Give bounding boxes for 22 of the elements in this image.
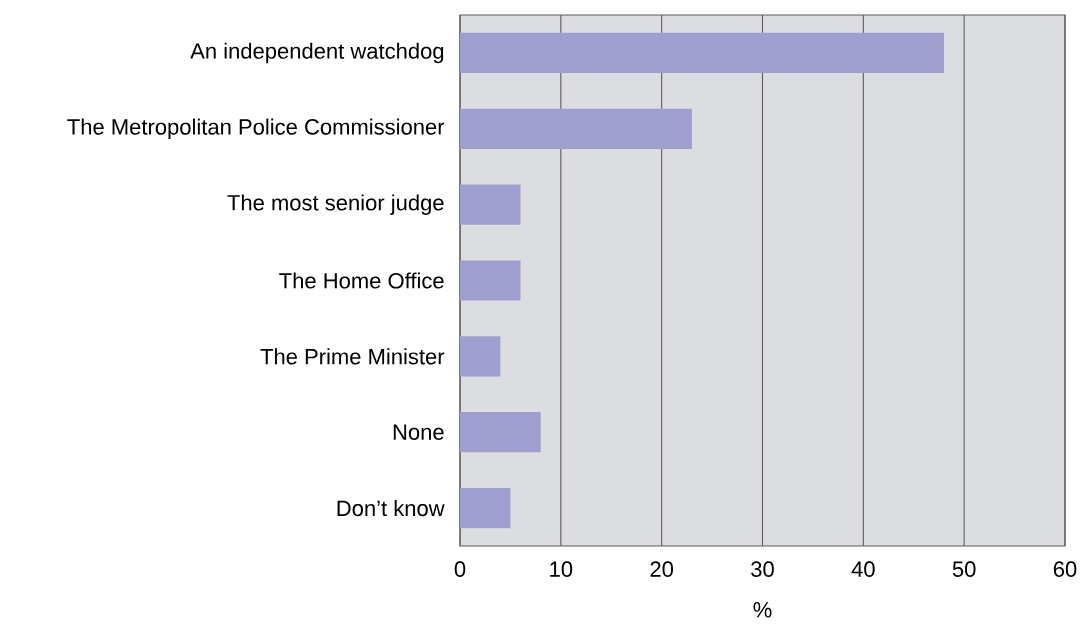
y-tick-label: The Metropolitan Police Commissioner xyxy=(67,118,445,140)
bar xyxy=(460,108,692,149)
x-axis-title: % xyxy=(753,602,772,618)
x-tick-label: 30 xyxy=(751,561,774,577)
bar xyxy=(460,32,944,74)
bar xyxy=(460,184,521,225)
bar xyxy=(460,412,541,453)
y-tick-label: The most senior judge xyxy=(227,194,444,215)
y-tick-label: None xyxy=(393,424,444,440)
x-tick-label: 10 xyxy=(550,561,573,577)
bar xyxy=(460,260,521,301)
x-tick-label: 0 xyxy=(454,561,466,577)
x-tick-label: 20 xyxy=(650,561,674,577)
y-tick-label: The Home Office xyxy=(279,272,444,289)
x-tick-label: 50 xyxy=(952,561,976,577)
bar xyxy=(460,487,511,529)
x-tick-label: 60 xyxy=(1053,561,1077,577)
x-tick-label: 40 xyxy=(851,561,875,577)
y-tick-label: The Prime Minister xyxy=(260,348,445,365)
bar xyxy=(460,336,501,377)
y-tick-label: Don’t know xyxy=(337,499,445,517)
y-tick-label: An independent watchdog xyxy=(190,42,444,64)
